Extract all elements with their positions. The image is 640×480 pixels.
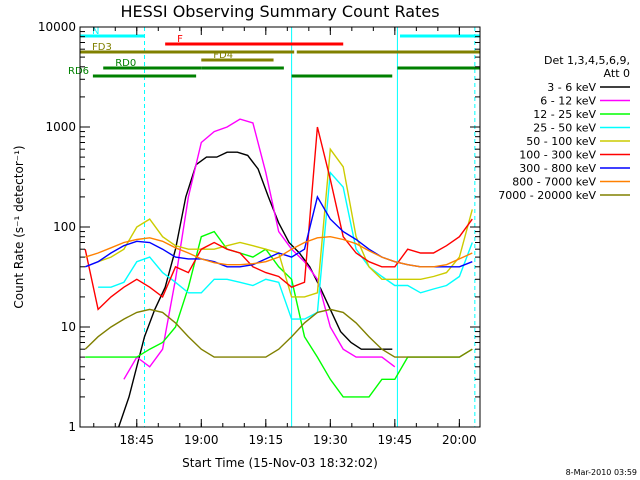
x-tick-label-0: 18:45 xyxy=(119,433,154,447)
legend-header-detectors: Det 1,3,4,5,6,9, xyxy=(544,54,630,67)
series-line-4 xyxy=(97,147,473,298)
flag-label-n: N xyxy=(92,26,99,37)
axis-ticks: 18:45 19:00 19:15 19:30 19:45 20:00 1 10 100 1000… xyxy=(38,20,480,447)
y-tick-label-0: 1 xyxy=(68,420,76,434)
flag-label-fd3: FD3 xyxy=(92,42,112,53)
chart-marks xyxy=(79,27,476,428)
legend-label-6: 300 - 800 keV xyxy=(519,162,596,175)
flag-label-rd0: RD0 xyxy=(115,58,136,69)
y-tick-label-1: 10 xyxy=(61,320,76,334)
series-line-7 xyxy=(84,235,473,268)
legend-label-7: 800 - 7000 keV xyxy=(512,176,596,189)
y-tick-label-4: 10000 xyxy=(38,20,76,34)
flag-label-rd6: RD6 xyxy=(68,66,89,77)
x-tick-label-2: 19:15 xyxy=(249,433,284,447)
x-tick-label-4: 19:45 xyxy=(378,433,413,447)
x-tick-label-5: 20:00 xyxy=(442,433,477,447)
legend-label-1: 6 - 12 keV xyxy=(540,95,596,108)
y-axis-label: Count Rate (s⁻¹ detector⁻¹) xyxy=(12,145,26,308)
y-tick-label-2: 100 xyxy=(53,220,76,234)
series-line-3 xyxy=(98,170,473,320)
flag-label-f: F xyxy=(177,34,183,45)
x-axis-label: Start Time (15-Nov-03 18:32:02) xyxy=(182,456,378,470)
legend-label-2: 12 - 25 keV xyxy=(533,108,596,121)
flag-label-fd4: FD4 xyxy=(213,50,233,61)
series-line-8 xyxy=(84,308,473,358)
legend-label-0: 3 - 6 keV xyxy=(547,81,596,94)
legend-label-4: 50 - 100 keV xyxy=(526,135,596,148)
plot-frame xyxy=(79,26,481,428)
footer-timestamp: 8-Mar-2010 03:59 xyxy=(566,468,637,477)
series-line-1 xyxy=(123,118,396,380)
y-tick-label-3: 1000 xyxy=(45,120,76,134)
flag-bars: N F FD3 FD4 RD0 RD6 xyxy=(68,26,480,78)
series-line-5 xyxy=(84,126,473,311)
x-tick-label-1: 19:00 xyxy=(184,433,219,447)
x-tick-label-3: 19:30 xyxy=(313,433,348,447)
chart-title: HESSI Observing Summary Count Rates xyxy=(120,2,439,21)
legend-label-5: 100 - 300 keV xyxy=(519,149,596,162)
legend-label-3: 25 - 50 keV xyxy=(533,122,596,135)
legend-label-8: 7000 - 20000 keV xyxy=(498,189,596,202)
legend-header-attenuator: Att 0 xyxy=(604,67,630,80)
series-line-0 xyxy=(118,151,393,428)
